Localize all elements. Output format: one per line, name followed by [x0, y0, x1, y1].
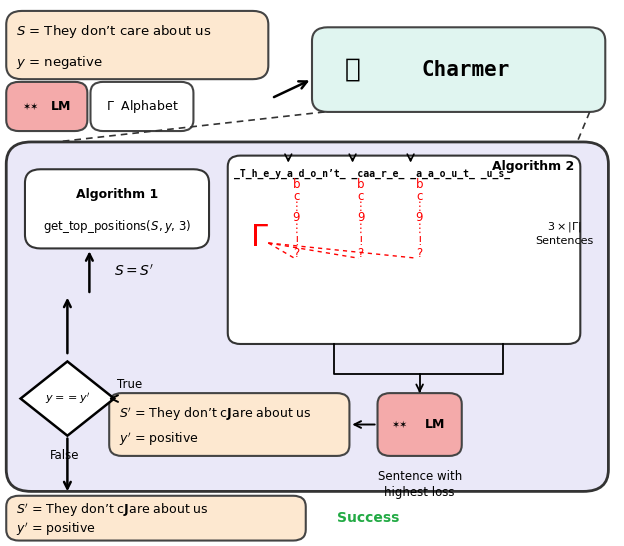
Text: ?: ?	[358, 247, 364, 260]
Text: ⋮: ⋮	[414, 222, 425, 235]
Text: c: c	[358, 190, 364, 203]
FancyBboxPatch shape	[109, 393, 349, 456]
Text: b: b	[416, 178, 423, 191]
Text: LM: LM	[51, 100, 72, 113]
Text: b: b	[357, 178, 364, 191]
Text: !: !	[358, 235, 363, 248]
Text: ✶✶: ✶✶	[391, 419, 407, 430]
Text: c: c	[293, 190, 300, 203]
Text: ?: ?	[416, 247, 422, 260]
Text: $\mathit{S}$ = They don’t care about us: $\mathit{S}$ = They don’t care about us	[16, 23, 211, 40]
Text: $S'$ = They don’t c$\mathbf{J}$are about us: $S'$ = They don’t c$\mathbf{J}$are about…	[119, 405, 311, 423]
Text: False: False	[49, 449, 79, 462]
Text: Success: Success	[337, 511, 399, 525]
Text: Algorithm 1: Algorithm 1	[76, 188, 158, 201]
Text: ✶✶: ✶✶	[22, 102, 38, 111]
Text: $S = S'$: $S = S'$	[114, 264, 155, 279]
Text: 9: 9	[357, 211, 364, 224]
Text: get_top_positions($S, y$, 3): get_top_positions($S, y$, 3)	[42, 218, 192, 235]
Text: !: !	[417, 235, 422, 248]
Text: _T_h_e_y_a_d_o_n’t_ _caa_r_e_ _a_a_o_u_t_ _u_s_: _T_h_e_y_a_d_o_n’t_ _caa_r_e_ _a_a_o_u_t…	[234, 169, 510, 179]
FancyBboxPatch shape	[25, 169, 209, 248]
Text: ⋮: ⋮	[414, 200, 425, 213]
Text: 9: 9	[416, 211, 423, 224]
Text: LM: LM	[424, 418, 445, 431]
FancyBboxPatch shape	[6, 142, 608, 491]
Text: Algorithm 2: Algorithm 2	[492, 160, 574, 173]
FancyBboxPatch shape	[378, 393, 462, 456]
Polygon shape	[21, 361, 114, 436]
Text: c: c	[416, 190, 422, 203]
Text: $\mathit{y}$ = negative: $\mathit{y}$ = negative	[16, 54, 102, 70]
Text: ⋮: ⋮	[355, 222, 366, 235]
Text: $y'$ = positive: $y'$ = positive	[16, 520, 95, 538]
Text: $S'$ = They don’t c$\mathbf{J}$are about us: $S'$ = They don’t c$\mathbf{J}$are about…	[16, 501, 208, 519]
Text: ⋮: ⋮	[355, 200, 366, 213]
Text: True: True	[117, 378, 142, 391]
Text: 9: 9	[293, 211, 300, 224]
Text: 👤: 👤	[344, 57, 361, 82]
Text: $y'$ = positive: $y'$ = positive	[119, 430, 198, 448]
FancyBboxPatch shape	[228, 156, 580, 344]
Text: Sentence with: Sentence with	[378, 470, 462, 483]
FancyBboxPatch shape	[312, 27, 605, 112]
Text: ⋮: ⋮	[291, 222, 302, 235]
FancyBboxPatch shape	[6, 11, 268, 79]
Text: highest loss: highest loss	[384, 486, 455, 499]
Text: Charmer: Charmer	[421, 60, 510, 80]
Text: ⋮: ⋮	[291, 200, 302, 213]
Text: $\Gamma$  Alphabet: $\Gamma$ Alphabet	[105, 98, 178, 115]
FancyBboxPatch shape	[90, 82, 193, 131]
Text: b: b	[293, 178, 300, 191]
Text: $3 \times |\Gamma|$: $3 \times |\Gamma|$	[547, 219, 582, 234]
Text: ?: ?	[293, 247, 300, 260]
Text: $\Gamma$: $\Gamma$	[250, 223, 268, 252]
Text: $y == y'$: $y == y'$	[45, 391, 90, 406]
FancyBboxPatch shape	[6, 82, 87, 131]
FancyBboxPatch shape	[6, 496, 306, 541]
Text: Sentences: Sentences	[535, 236, 594, 246]
Text: !: !	[294, 235, 299, 248]
